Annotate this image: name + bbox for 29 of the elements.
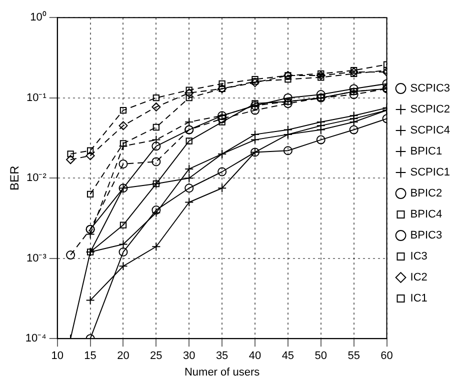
legend-label: IC1 [410, 292, 428, 305]
x-tick-label: 35 [216, 350, 228, 362]
x-tick-label: 50 [314, 350, 328, 362]
x-tick-label: 40 [248, 350, 262, 362]
x-tick-label: 45 [282, 350, 294, 362]
legend-label: SCPIC2 [410, 104, 450, 116]
y-tick-label: 10⁻¹ [26, 92, 47, 104]
x-tick-label: 55 [348, 350, 360, 362]
y-tick-label: 10⁻⁴ [25, 332, 47, 345]
legend-label: SCPIC1 [410, 166, 450, 179]
legend-label: IC2 [410, 272, 428, 284]
x-tick-label: 25 [150, 350, 162, 362]
x-axis-title: Numer of users [184, 366, 260, 378]
x-tick-label: 20 [117, 350, 130, 362]
legend-label: BPIC2 [410, 188, 442, 200]
legend-label: IC3 [410, 250, 428, 263]
legend-label: SCPIC4 [410, 124, 450, 137]
x-tick-label: 60 [380, 350, 393, 362]
legend-label: BPIC4 [410, 208, 442, 221]
y-tick-label: 10⁰ [30, 10, 46, 24]
legend-label: BPIC1 [410, 146, 442, 158]
x-tick-label: 10 [51, 350, 64, 362]
y-tick-label: 10⁻³ [26, 252, 47, 264]
y-axis-title: BER [8, 165, 22, 190]
legend-label: SCPIC3 [410, 82, 450, 95]
x-tick-label: 15 [84, 350, 96, 362]
legend-label: BPIC3 [410, 230, 442, 242]
y-tick-label: 10⁻² [26, 172, 47, 184]
x-tick-label: 30 [183, 350, 196, 362]
